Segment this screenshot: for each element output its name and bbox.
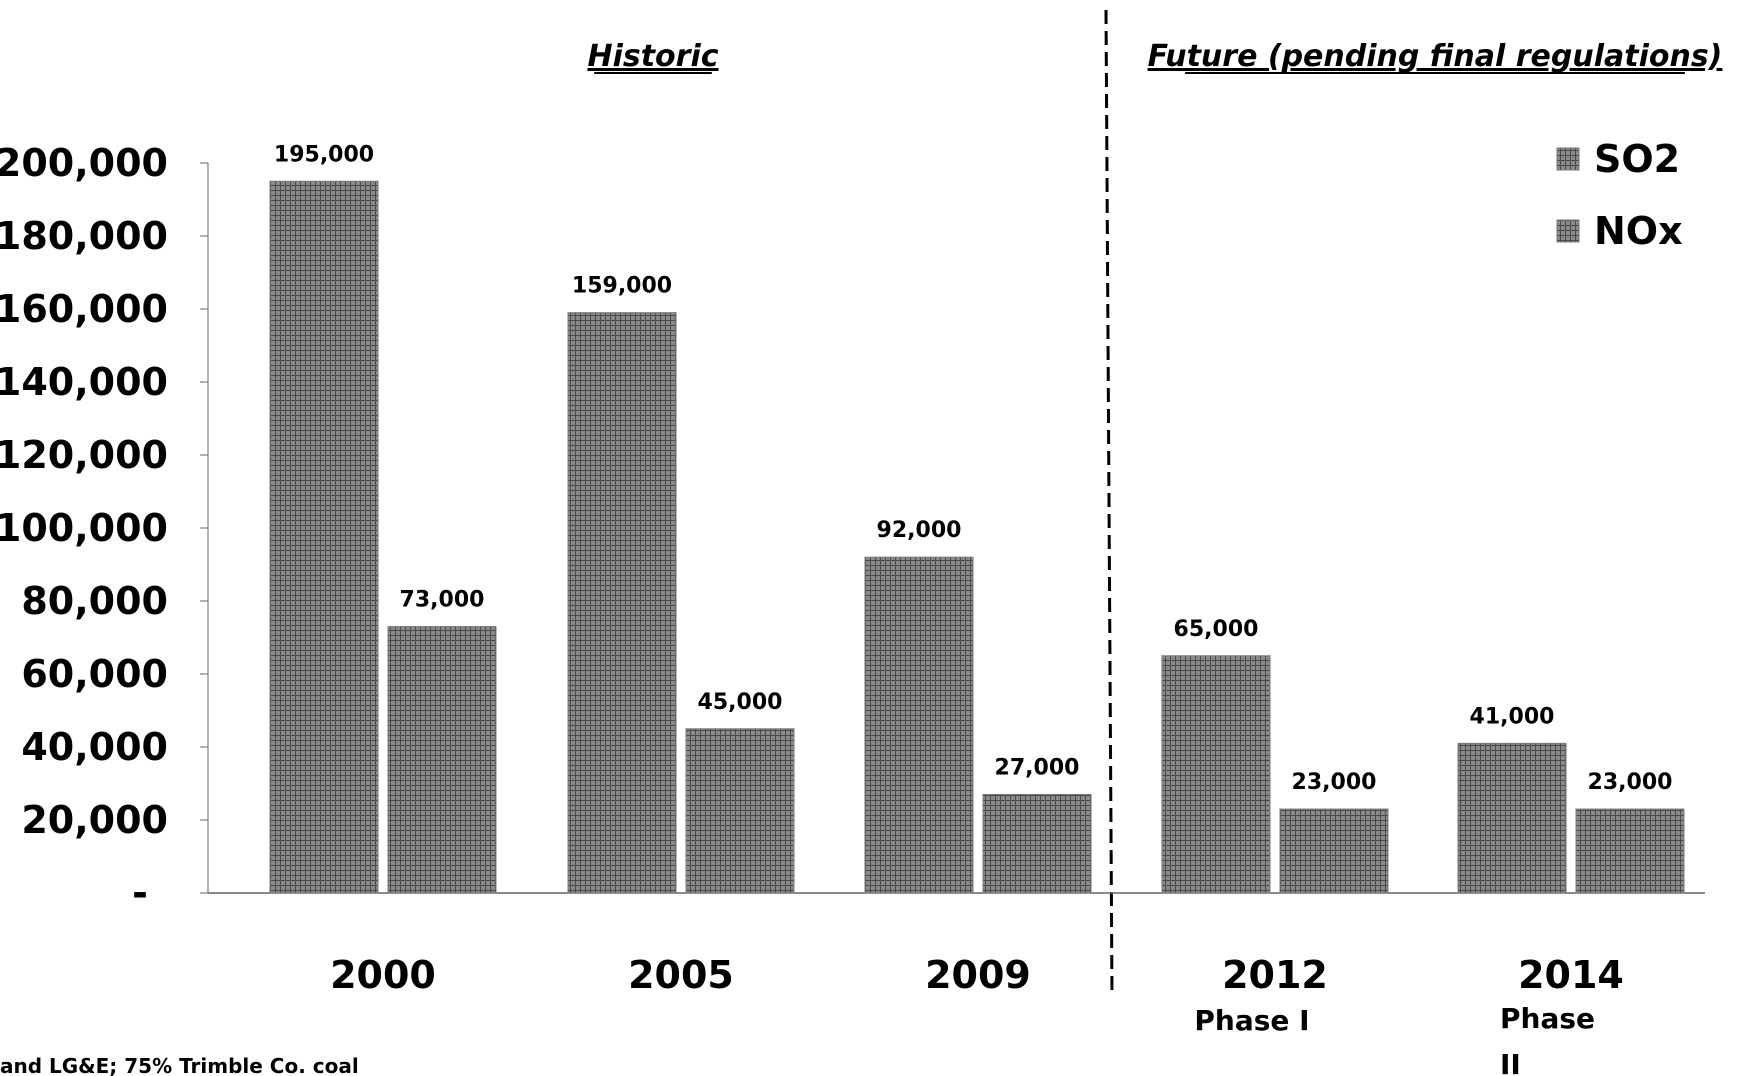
x-category-label: 2012 <box>1222 953 1328 997</box>
x-category-sublabel: Phase I <box>1194 1004 1309 1037</box>
x-category-label: 2014 <box>1518 953 1624 997</box>
chart-legend: SO2 NOx <box>1556 137 1683 253</box>
y-tick-label: 20,000 <box>21 798 168 842</box>
bar-so2-2000 <box>269 180 379 894</box>
data-label: 92,000 <box>877 518 962 543</box>
bar-nox-2005 <box>685 728 795 894</box>
section-header: Historic <box>587 39 718 74</box>
data-label: 41,000 <box>1470 704 1555 729</box>
y-tick-label: 160,000 <box>0 287 168 331</box>
y-tick-label: 180,000 <box>0 214 168 258</box>
bar-so2-2014 <box>1457 742 1567 894</box>
data-label: 195,000 <box>274 142 374 167</box>
bar-so2-2012 <box>1161 655 1271 894</box>
y-tick-label: 40,000 <box>21 725 168 769</box>
y-tick-label: 120,000 <box>0 433 168 477</box>
data-label: 27,000 <box>995 755 1080 780</box>
bar-nox-2009 <box>982 793 1092 894</box>
data-label: 23,000 <box>1588 770 1673 795</box>
data-label: 45,000 <box>698 690 783 715</box>
bar-so2-2005 <box>567 312 677 894</box>
y-tick-label: 100,000 <box>0 506 168 550</box>
section-divider <box>1104 9 1114 996</box>
bar-so2-2009 <box>864 556 974 894</box>
legend-label: NOx <box>1594 209 1683 253</box>
bar-nox-2012 <box>1279 808 1389 894</box>
y-tick-label: 140,000 <box>0 360 168 404</box>
data-label: 65,000 <box>1174 617 1259 642</box>
bar-nox-2000 <box>387 626 497 894</box>
section-header: Future (pending final regulations) <box>1148 39 1723 74</box>
data-label: 23,000 <box>1292 770 1377 795</box>
bar-nox-2014 <box>1575 808 1685 894</box>
legend-swatch <box>1556 219 1580 243</box>
y-tick-label: 80,000 <box>21 579 168 623</box>
data-label: 73,000 <box>400 588 485 613</box>
y-tick-label: 60,000 <box>21 652 168 696</box>
x-category-label: 2000 <box>330 953 436 997</box>
y-tick-label: - <box>132 871 148 915</box>
footnote: and LG&E; 75% Trimble Co. coal <box>0 1054 359 1076</box>
legend-label: SO2 <box>1594 137 1680 181</box>
x-category-label: 2009 <box>925 953 1031 997</box>
legend-swatch <box>1556 147 1580 171</box>
y-tick-label: 200,000 <box>0 141 168 185</box>
x-category-label: 2005 <box>628 953 734 997</box>
x-category-sublabel: Phase II <box>1500 1002 1595 1076</box>
data-label: 159,000 <box>572 274 672 299</box>
